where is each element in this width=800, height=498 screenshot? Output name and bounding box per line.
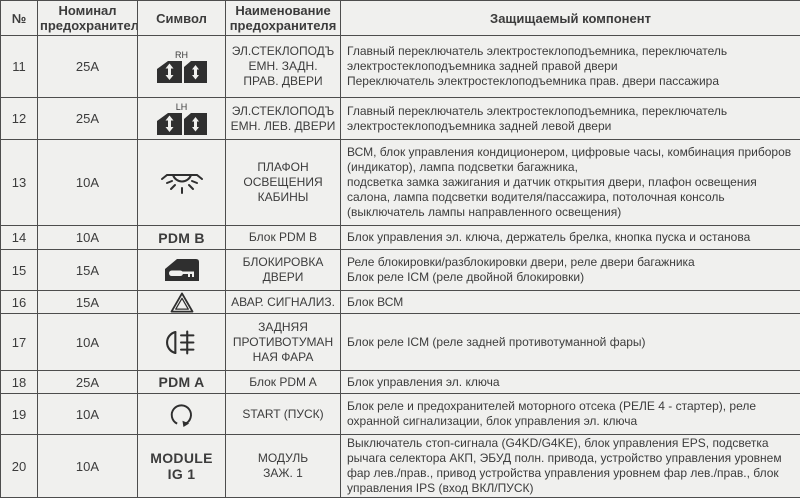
symbol-cell: MODULE IG 1 [138,435,226,498]
symbol-cell [138,291,226,314]
fuse-rating: 15A [38,250,138,291]
module-ig1-symbol: MODULE IG 1 [138,450,225,482]
fuse-name: ЗАДНЯЯ ПРОТИВОТУМАН НАЯ ФАРА [226,314,341,371]
lh-label: LH [138,102,225,112]
fuse-name: ПЛАФОН ОСВЕЩЕНИЯ КАБИНЫ [226,140,341,226]
fuse-name: ЭЛ.СТЕКЛОПОДЪ ЕМН. ЗАДН. ПРАВ. ДВЕРИ [226,36,341,98]
protected-component: Реле блокировки/разблокировки двери, рел… [341,250,800,291]
fuse-number: 14 [1,226,38,250]
dome-light-icon [160,169,204,197]
fuse-rating: 25A [38,36,138,98]
rear-fog-lamp-icon [163,329,201,356]
fuse-rating: 10A [38,314,138,371]
table-row-18: 18 25A PDM A Блок PDM A Блок управления … [1,371,800,394]
fuse-rating: 15A [38,291,138,314]
fuse-number: 15 [1,250,38,291]
table-row-12: 12 25A LH ЭЛ.СТЕКЛОПОДЪ ЕМН. ЛЕВ. ДВЕРИ … [1,98,800,140]
symbol-cell [138,250,226,291]
symbol-cell [138,394,226,435]
protected-component: Главный переключатель электростеклоподъе… [341,36,800,98]
fuse-number: 13 [1,140,38,226]
symbol-cell: PDM B [138,226,226,250]
fuse-name: START (ПУСК) [226,394,341,435]
protected-component: Блок управления эл. ключа, держатель бре… [341,226,800,250]
fuse-name: ЭЛ.СТЕКЛОПОДЪ ЕМН. ЛЕВ. ДВЕРИ [226,98,341,140]
start-arrow-icon [169,402,194,427]
symbol-cell: LH [138,98,226,140]
header-component: Защищаемый компонент [341,1,800,36]
fuse-rating: 25A [38,371,138,394]
table-row-17: 17 10A ЗАДНЯЯ ПРОТИВОТУМАН НАЯ ФАРА Блок… [1,314,800,371]
protected-component: Выключатель стоп-сигнала (G4KD/G4KE), бл… [341,435,800,498]
header-row: № Номинал предохранителя Символ Наименов… [1,1,800,36]
fuse-number: 16 [1,291,38,314]
table-row-16: 16 15A АВАР. СИГНАЛИЗ. Блок ВСМ [1,291,800,314]
protected-component: Главный переключатель электростеклоподъе… [341,98,800,140]
symbol-cell [138,140,226,226]
fuse-number: 18 [1,371,38,394]
fuse-rating: 25A [38,98,138,140]
fuse-number: 20 [1,435,38,498]
fuse-rating: 10A [38,140,138,226]
power-window-icon [156,60,208,84]
fuse-name: Блок PDM A [226,371,341,394]
header-num: № [1,1,38,36]
protected-component: Блок реле и предохранителей моторного от… [341,394,800,435]
fuse-number: 17 [1,314,38,371]
fuse-number: 19 [1,394,38,435]
protected-component: ВСМ, блок управления кондиционером, цифр… [341,140,800,226]
table-row-19: 19 10A START (ПУСК) Блок реле и предохра… [1,394,800,435]
header-name: Наименование предохранителя [226,1,341,36]
fuse-rating: 10A [38,394,138,435]
symbol-cell [138,314,226,371]
table-row-14: 14 10A PDM B Блок PDM B Блок управления … [1,226,800,250]
symbol-cell: RH [138,36,226,98]
table-row-15: 15 15A БЛОКИРОВКА ДВЕРИ Реле блокировки/… [1,250,800,291]
protected-component: Блок управления эл. ключа [341,371,800,394]
table-row-11: 11 25A RH ЭЛ.СТЕКЛОПОДЪ ЕМН. ЗАДН. ПРАВ.… [1,36,800,98]
fuse-name: АВАР. СИГНАЛИЗ. [226,291,341,314]
hazard-triangle-icon [166,292,198,313]
pdm-a-symbol: PDM A [138,374,225,390]
fuse-rating: 10A [38,226,138,250]
door-lock-icon [163,257,201,283]
fuse-name: МОДУЛЬ ЗАЖ. 1 [226,435,341,498]
table-row-13: 13 10A ПЛАФОН ОСВЕЩЕНИЯ КАБИНЫ ВСМ, блок… [1,140,800,226]
fuse-name: БЛОКИРОВКА ДВЕРИ [226,250,341,291]
fuse-name: Блок PDM B [226,226,341,250]
protected-component: Блок реле ICM (реле задней противотуманн… [341,314,800,371]
header-rating: Номинал предохранителя [38,1,138,36]
header-symbol: Символ [138,1,226,36]
table-row-20: 20 10A MODULE IG 1 МОДУЛЬ ЗАЖ. 1 Выключа… [1,435,800,498]
fuse-number: 11 [1,36,38,98]
fuse-rating: 10A [38,435,138,498]
power-window-icon [156,112,208,136]
pdm-b-symbol: PDM B [138,230,225,246]
rh-label: RH [138,50,225,60]
fuse-number: 12 [1,98,38,140]
protected-component: Блок ВСМ [341,291,800,314]
symbol-cell: PDM A [138,371,226,394]
